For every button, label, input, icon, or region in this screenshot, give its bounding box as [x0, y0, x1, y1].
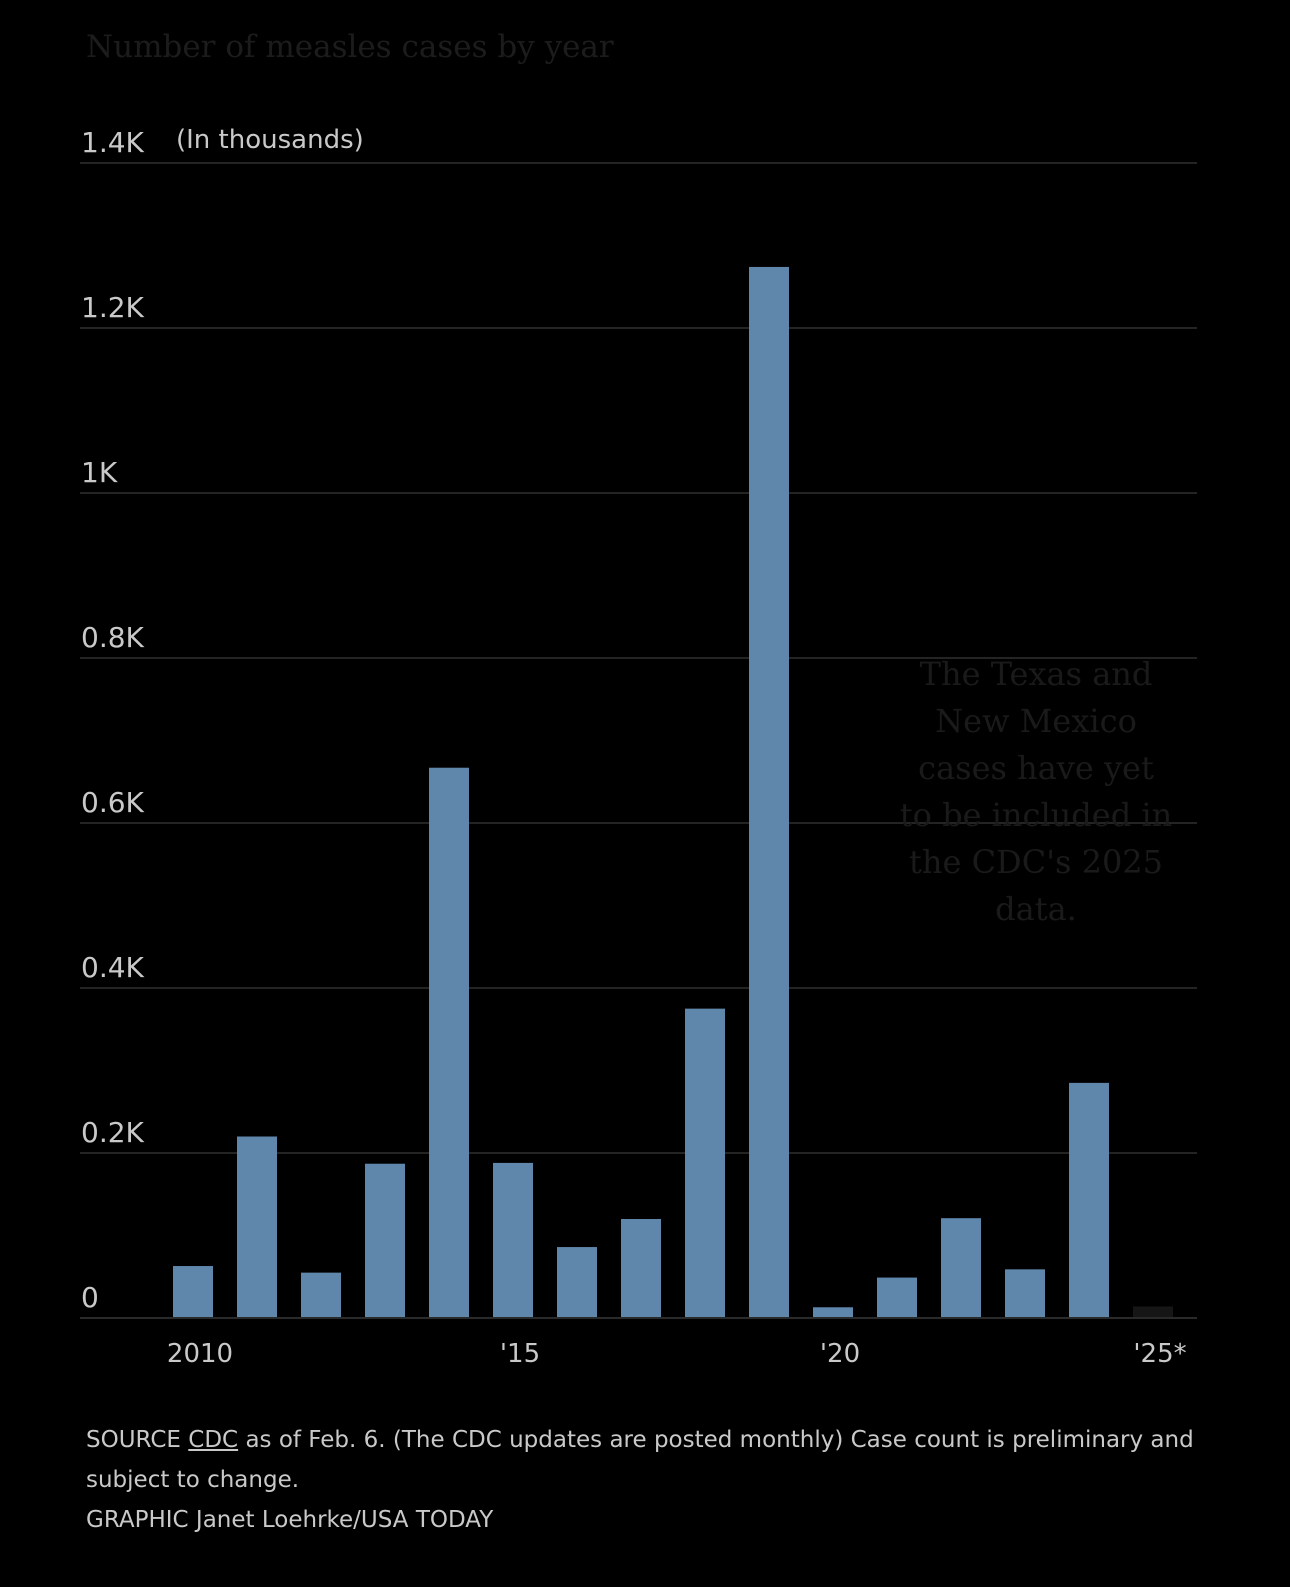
x-tick-label: '15 [500, 1339, 540, 1369]
annotation-line: The Texas and [920, 655, 1153, 693]
annotation-line: the CDC's 2025 [909, 843, 1163, 881]
bar-2021 [877, 1277, 917, 1318]
annotation-text: The Texas and New Mexico cases have yet to … [900, 655, 1172, 928]
bar-2010 [173, 1266, 213, 1318]
bar-2016 [557, 1247, 597, 1318]
y-tick-label: 0.8K [81, 621, 145, 654]
annotation-line: cases have yet [918, 749, 1154, 787]
y-tick-label: 0.2K [81, 1116, 145, 1149]
bar-2025 [1133, 1306, 1173, 1318]
y-tick-label: 1.2K [81, 291, 145, 324]
y-tick-label: 0.4K [81, 951, 145, 984]
x-tick-label: '25* [1133, 1339, 1186, 1369]
bar-2015 [493, 1162, 533, 1318]
chart-title: Number of measles cases by year [86, 29, 614, 65]
bar-2023 [1005, 1269, 1045, 1318]
bars [173, 266, 1173, 1319]
bar-2012 [301, 1272, 341, 1318]
source-line: SOURCE CDC as of Feb. 6. (The CDC update… [86, 1420, 1196, 1500]
bar-2024 [1069, 1082, 1109, 1318]
bar-2020 [813, 1307, 853, 1318]
unit-label: (In thousands) [176, 125, 364, 155]
bar-2019 [749, 266, 789, 1319]
graphic-credit: GRAPHIC Janet Loehrke/USA TODAY [86, 1507, 494, 1533]
y-tick-label: 0 [81, 1281, 99, 1314]
chart-footer: SOURCE CDC as of Feb. 6. (The CDC update… [86, 1420, 1196, 1540]
bar-2013 [365, 1163, 405, 1318]
annotation-line: data. [995, 890, 1077, 928]
source-prefix: SOURCE [86, 1427, 181, 1453]
annotation-line: to be included in [900, 796, 1172, 834]
y-axis-ticks: 0 0.2K 0.4K 0.6K 0.8K 1K 1.2K 1.4K [81, 126, 145, 1314]
y-tick-label: 1K [81, 456, 118, 489]
y-tick-label: 1.4K [81, 126, 145, 159]
x-axis-ticks: 2010 '15 '20 '25* [167, 1339, 1187, 1369]
bar-2014 [429, 767, 469, 1318]
bar-2018 [685, 1008, 725, 1318]
annotation-line: New Mexico [935, 702, 1137, 740]
bar-2011 [237, 1136, 277, 1318]
source-link[interactable]: CDC [188, 1427, 239, 1453]
x-tick-label: '20 [820, 1339, 860, 1369]
y-tick-label: 0.6K [81, 786, 145, 819]
gridlines [80, 162, 1197, 1154]
bar-2022 [941, 1218, 981, 1318]
x-tick-label: 2010 [167, 1339, 233, 1369]
source-text: as of Feb. 6. (The CDC updates are poste… [86, 1427, 1194, 1493]
bar-2017 [621, 1219, 661, 1318]
